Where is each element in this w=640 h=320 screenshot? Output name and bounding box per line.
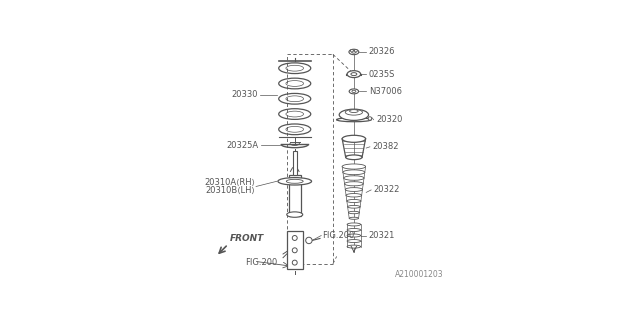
- Bar: [289, 175, 301, 216]
- Text: 20321: 20321: [369, 231, 395, 240]
- Ellipse shape: [342, 135, 365, 142]
- Ellipse shape: [347, 228, 361, 231]
- Ellipse shape: [351, 51, 356, 53]
- Text: 20330: 20330: [231, 91, 258, 100]
- Ellipse shape: [351, 73, 357, 76]
- Ellipse shape: [346, 155, 362, 160]
- Ellipse shape: [347, 71, 361, 77]
- Text: FRONT: FRONT: [230, 234, 264, 243]
- Ellipse shape: [349, 217, 358, 219]
- Ellipse shape: [348, 211, 359, 214]
- Ellipse shape: [286, 179, 303, 183]
- Bar: [287, 231, 303, 269]
- Text: A210001203: A210001203: [395, 270, 444, 279]
- Text: FIG.200: FIG.200: [246, 258, 278, 267]
- Ellipse shape: [343, 170, 365, 175]
- Text: 20325A: 20325A: [227, 140, 259, 149]
- Ellipse shape: [349, 49, 359, 55]
- Ellipse shape: [339, 109, 369, 120]
- Ellipse shape: [351, 50, 353, 52]
- Ellipse shape: [355, 50, 357, 52]
- Circle shape: [292, 248, 297, 253]
- Ellipse shape: [346, 194, 362, 197]
- Ellipse shape: [349, 110, 358, 113]
- Ellipse shape: [347, 245, 361, 248]
- Ellipse shape: [344, 176, 364, 180]
- Circle shape: [306, 237, 312, 244]
- Bar: [292, 150, 297, 175]
- Text: N37006: N37006: [369, 87, 402, 96]
- Circle shape: [368, 117, 372, 120]
- Text: FIG.200: FIG.200: [323, 231, 355, 240]
- Ellipse shape: [337, 118, 371, 122]
- Ellipse shape: [352, 90, 356, 92]
- Ellipse shape: [346, 188, 362, 191]
- Ellipse shape: [287, 212, 303, 217]
- Text: 20310A⟨RH⟩: 20310A⟨RH⟩: [204, 178, 255, 187]
- Ellipse shape: [347, 234, 361, 237]
- Ellipse shape: [347, 223, 361, 226]
- Ellipse shape: [342, 164, 365, 169]
- Ellipse shape: [348, 205, 360, 208]
- Ellipse shape: [347, 199, 361, 203]
- Text: 0235S: 0235S: [369, 70, 395, 79]
- Ellipse shape: [278, 178, 312, 185]
- Ellipse shape: [347, 240, 361, 243]
- Text: 20310B⟨LH⟩: 20310B⟨LH⟩: [205, 186, 255, 195]
- Text: 20322: 20322: [374, 185, 400, 195]
- Ellipse shape: [344, 182, 364, 186]
- Text: 20382: 20382: [372, 142, 399, 151]
- Circle shape: [292, 260, 297, 265]
- Ellipse shape: [345, 109, 362, 115]
- Circle shape: [292, 236, 297, 240]
- Ellipse shape: [349, 89, 358, 94]
- Text: 20326: 20326: [369, 47, 395, 56]
- Text: 20320: 20320: [376, 115, 403, 124]
